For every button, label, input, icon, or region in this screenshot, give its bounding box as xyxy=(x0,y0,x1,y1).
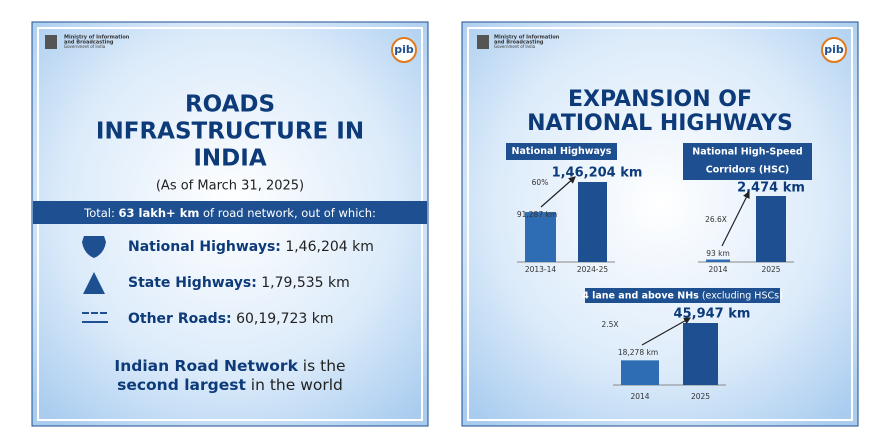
total-text-part: of road network, out of which: xyxy=(199,206,376,220)
title: ROADS xyxy=(185,92,275,118)
value-label: 93 km xyxy=(706,249,730,258)
category-label: 2025 xyxy=(761,265,780,274)
highway-shield xyxy=(82,236,106,258)
chart-label-box xyxy=(585,288,780,303)
chart-label-box xyxy=(506,143,617,160)
emblem xyxy=(477,35,489,49)
bar xyxy=(706,259,730,262)
title: NATIONAL HIGHWAYS xyxy=(527,111,793,136)
total-text-part: Total: xyxy=(83,206,118,220)
road-value: 60,19,723 km xyxy=(232,311,334,327)
ministry-name: Government of India xyxy=(64,44,106,49)
chart-label: 4 lane and above NHs (excluding HSCs) xyxy=(582,290,783,301)
chart-label-box xyxy=(683,143,812,180)
footer-line-part: is the xyxy=(298,357,346,375)
growth-arrow xyxy=(721,190,750,247)
road-label: State Highways: xyxy=(128,275,257,291)
road-label: National Highways: xyxy=(128,239,281,255)
road-item: Other Roads: 60,19,723 km xyxy=(128,311,334,327)
footer-line: Indian Road Network is the xyxy=(114,357,345,375)
total-text-part: 63 lakh+ km xyxy=(119,206,200,220)
right-panel xyxy=(461,21,859,427)
footer-line-part: Indian Road Network xyxy=(114,357,298,375)
title: INFRASTRUCTURE IN xyxy=(96,119,364,145)
total-banner xyxy=(33,201,427,224)
chart-label: National High-Speed xyxy=(692,147,802,158)
category-label: 2014 xyxy=(630,392,649,401)
logo: pib xyxy=(824,43,844,56)
chart-label-part: (excluding HSCs) xyxy=(699,290,783,301)
ministry-name: and Broadcasting xyxy=(494,40,544,46)
bar xyxy=(578,182,607,262)
growth-label: 26.6X xyxy=(705,215,727,224)
title: EXPANSION OF xyxy=(568,87,752,112)
category-label: 2025 xyxy=(691,392,710,401)
ministry-name: and Broadcasting xyxy=(64,40,114,46)
category-label: 2013-14 xyxy=(525,265,557,274)
logo-badge xyxy=(821,37,847,63)
road-item: National Highways: 1,46,204 km xyxy=(128,239,374,255)
bar xyxy=(525,212,556,262)
bar xyxy=(756,196,786,262)
ministry-name: Ministry of Information xyxy=(494,35,560,41)
footer-line: second largest in the world xyxy=(117,376,343,394)
growth-arrow xyxy=(641,317,692,346)
chart-label: Corridors (HSC) xyxy=(706,165,790,176)
bar xyxy=(621,360,659,385)
value-label: 18,278 km xyxy=(618,348,658,357)
logo: pib xyxy=(394,43,414,56)
growth-label: 2.5X xyxy=(601,320,618,329)
chart-label-part: 4 lane and above NHs xyxy=(582,290,699,301)
subtitle: (As of March 31, 2025) xyxy=(156,179,304,194)
icons xyxy=(82,236,108,323)
ministry-name: Ministry of Information xyxy=(64,35,130,41)
logo-badge xyxy=(391,37,417,63)
road-value: 1,79,535 km xyxy=(257,275,350,291)
title: INDIA xyxy=(193,146,266,172)
value-label: 1,46,204 km xyxy=(552,166,643,181)
growth-arrow xyxy=(540,176,576,208)
growth-label: 60% xyxy=(532,178,549,187)
chart-label: National Highways xyxy=(512,146,612,157)
total-text: Total: 63 lakh+ km of road network, out … xyxy=(83,206,376,220)
footer-line-part: in the world xyxy=(246,376,343,394)
bar xyxy=(683,323,718,385)
road-label: Other Roads: xyxy=(128,311,232,327)
road-sign xyxy=(83,272,105,294)
value-label: 91,287 km xyxy=(517,210,557,219)
category-label: 2024-25 xyxy=(577,265,609,274)
ministry-name: Government of India xyxy=(494,44,536,49)
value-label: 45,947 km xyxy=(674,307,751,322)
category-label: 2014 xyxy=(708,265,727,274)
road-value: 1,46,204 km xyxy=(281,239,374,255)
footer-line-part: second largest xyxy=(117,376,246,394)
value-label: 2,474 km xyxy=(737,181,805,196)
emblem xyxy=(45,35,57,49)
road-item: State Highways: 1,79,535 km xyxy=(128,275,350,291)
